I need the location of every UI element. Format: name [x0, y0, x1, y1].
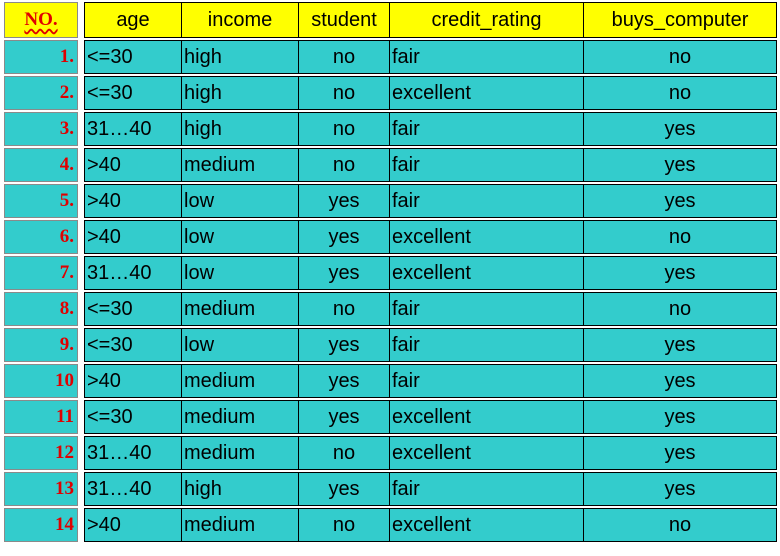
cell-credit-rating: excellent	[389, 436, 584, 470]
cell-income: low	[181, 220, 299, 254]
cell-income: medium	[181, 400, 299, 434]
header-student: student	[298, 2, 390, 38]
cell-income: low	[181, 256, 299, 290]
cell-student: yes	[298, 328, 390, 362]
cell-age: 31…40	[84, 436, 182, 470]
cell-age: >40	[84, 220, 182, 254]
cell-credit-rating: fair	[389, 472, 584, 506]
cell-age: >40	[84, 508, 182, 542]
cell-credit-rating: excellent	[389, 508, 584, 542]
header-income: income	[181, 2, 299, 38]
cell-income: medium	[181, 508, 299, 542]
cell-student: no	[298, 112, 390, 146]
row-number-cell: 7.	[4, 256, 78, 290]
cell-credit-rating: fair	[389, 112, 584, 146]
cell-student: no	[298, 436, 390, 470]
cell-credit-rating: excellent	[389, 220, 584, 254]
cell-income: medium	[181, 292, 299, 326]
cell-income: high	[181, 76, 299, 110]
cell-credit-rating: fair	[389, 364, 584, 398]
cell-student: yes	[298, 364, 390, 398]
cell-buys-computer: yes	[583, 112, 777, 146]
cell-credit-rating: excellent	[389, 256, 584, 290]
header-credit-rating: credit_rating	[389, 2, 584, 38]
row-number-cell: 2.	[4, 76, 78, 110]
cell-age: >40	[84, 364, 182, 398]
cell-buys-computer: yes	[583, 400, 777, 434]
row-number-cell: 5.	[4, 184, 78, 218]
cell-student: no	[298, 148, 390, 182]
row-number-cell: 13	[4, 472, 78, 506]
cell-buys-computer: yes	[583, 148, 777, 182]
cell-buys-computer: no	[583, 40, 777, 74]
header-row-number: NO.	[4, 2, 78, 38]
cell-buys-computer: yes	[583, 472, 777, 506]
row-number-cell: 6.	[4, 220, 78, 254]
cell-buys-computer: no	[583, 508, 777, 542]
cell-age: 31…40	[84, 112, 182, 146]
cell-student: no	[298, 508, 390, 542]
cell-student: no	[298, 40, 390, 74]
cell-age: >40	[84, 148, 182, 182]
cell-buys-computer: yes	[583, 436, 777, 470]
cell-age: 31…40	[84, 256, 182, 290]
row-number-cell: 8.	[4, 292, 78, 326]
cell-income: medium	[181, 148, 299, 182]
cell-student: no	[298, 76, 390, 110]
cell-age: 31…40	[84, 472, 182, 506]
cell-buys-computer: no	[583, 76, 777, 110]
cell-student: yes	[298, 256, 390, 290]
cell-credit-rating: excellent	[389, 76, 584, 110]
cell-credit-rating: fair	[389, 328, 584, 362]
cell-age: <=30	[84, 292, 182, 326]
cell-buys-computer: no	[583, 220, 777, 254]
cell-credit-rating: fair	[389, 148, 584, 182]
cell-credit-rating: fair	[389, 292, 584, 326]
row-number-cell: 9.	[4, 328, 78, 362]
cell-age: <=30	[84, 40, 182, 74]
cell-age: >40	[84, 184, 182, 218]
header-age: age	[84, 2, 182, 38]
cell-buys-computer: yes	[583, 364, 777, 398]
cell-buys-computer: yes	[583, 256, 777, 290]
cell-credit-rating: fair	[389, 40, 584, 74]
cell-student: yes	[298, 184, 390, 218]
row-number-cell: 3.	[4, 112, 78, 146]
cell-student: yes	[298, 220, 390, 254]
cell-buys-computer: no	[583, 292, 777, 326]
cell-income: high	[181, 40, 299, 74]
cell-student: no	[298, 292, 390, 326]
row-number-cell: 1.	[4, 40, 78, 74]
cell-credit-rating: fair	[389, 184, 584, 218]
header-buys-computer: buys_computer	[583, 2, 777, 38]
cell-credit-rating: excellent	[389, 400, 584, 434]
cell-student: yes	[298, 472, 390, 506]
cell-age: <=30	[84, 76, 182, 110]
cell-income: low	[181, 184, 299, 218]
row-number-cell: 10	[4, 364, 78, 398]
row-number-cell: 11	[4, 400, 78, 434]
cell-income: high	[181, 472, 299, 506]
cell-student: yes	[298, 400, 390, 434]
row-number-cell: 12	[4, 436, 78, 470]
cell-age: <=30	[84, 328, 182, 362]
cell-income: medium	[181, 436, 299, 470]
cell-buys-computer: yes	[583, 184, 777, 218]
row-number-cell: 14	[4, 508, 78, 542]
cell-income: medium	[181, 364, 299, 398]
cell-buys-computer: yes	[583, 328, 777, 362]
row-number-cell: 4.	[4, 148, 78, 182]
cell-income: low	[181, 328, 299, 362]
cell-income: high	[181, 112, 299, 146]
cell-age: <=30	[84, 400, 182, 434]
